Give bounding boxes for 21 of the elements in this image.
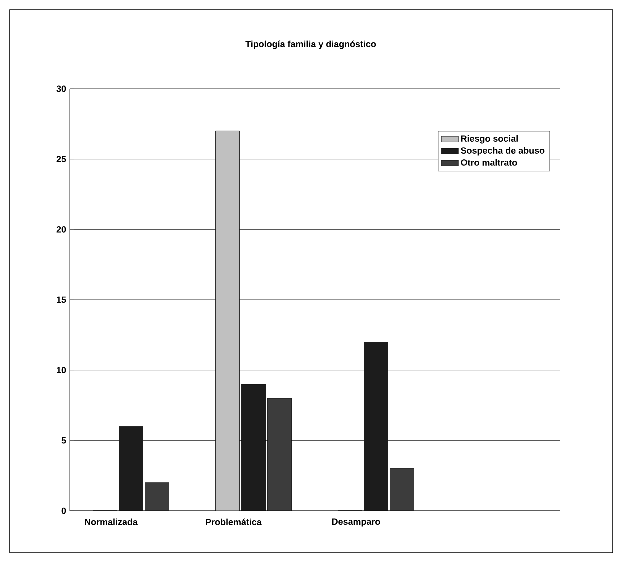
x-tick-label: Desamparo <box>332 518 380 527</box>
bar <box>268 398 292 511</box>
y-tick-label: 10 <box>57 367 66 374</box>
y-tick-label: 5 <box>62 438 66 444</box>
legend-label: Otro maltrato <box>461 159 518 166</box>
bar <box>364 342 388 511</box>
x-tick-label: Normalizada <box>85 518 138 526</box>
bar <box>216 130 240 511</box>
chart-title: Tipología familia y diagnóstico <box>246 40 376 50</box>
y-tick-label: 25 <box>56 156 66 163</box>
bar <box>119 426 144 511</box>
y-tick-label: 15 <box>57 296 66 304</box>
bar <box>242 384 266 511</box>
legend-label: Sospecha de abuso <box>461 147 545 156</box>
y-tick-label: 0 <box>62 508 66 514</box>
y-tick-label: 30 <box>56 86 66 92</box>
bar <box>145 482 170 511</box>
bar <box>390 468 414 511</box>
y-tick-label: 20 <box>56 226 66 233</box>
legend-label: Riesgo social <box>461 135 518 144</box>
x-tick-label: Problemática <box>206 518 262 526</box>
